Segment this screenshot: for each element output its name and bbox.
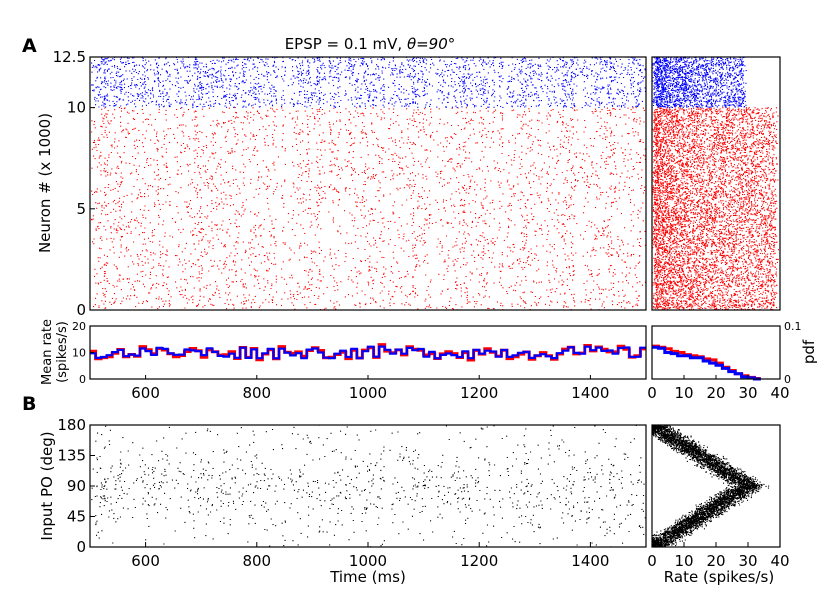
mean-rate-line-inhibitory <box>90 345 646 360</box>
pdf-xtick-label: 40 <box>770 384 789 402</box>
input-rate-xtick-label: 10 <box>674 552 693 570</box>
neuron-raster-plot <box>91 56 646 311</box>
pdf-line-inhibitory <box>652 345 761 381</box>
input-raster-plot <box>91 424 646 548</box>
mean-rate-xtick-label: 800 <box>242 384 271 402</box>
mean-rate-xtick-label: 1200 <box>460 384 498 402</box>
input-xtick-label: 800 <box>242 552 271 570</box>
chart-title: EPSP = 0.1 mV, θ=90° <box>285 35 456 53</box>
neuron-ytick-label: 5 <box>76 200 86 218</box>
neuron-ytick-label: 0 <box>76 301 86 319</box>
spikes-inhibitory <box>91 56 646 109</box>
input-ytick-label: 135 <box>57 447 86 465</box>
input-xtick-label: 1400 <box>571 552 609 570</box>
input-spikes <box>91 424 646 548</box>
spikes-excitatory <box>91 107 646 311</box>
input-xtick-label: 1200 <box>460 552 498 570</box>
pdf-ytick-label: 0.1 <box>784 320 802 333</box>
pdf-xtick-label: 20 <box>706 384 725 402</box>
rate-points-inhibitory <box>652 56 747 109</box>
pdf-y-axis-label: pdf <box>800 339 818 364</box>
neuron-ytick-label: 10 <box>67 99 86 117</box>
input-rate-xtick-label: 40 <box>770 552 789 570</box>
time-x-axis-label: Time (ms) <box>329 568 406 586</box>
input-xtick-label: 600 <box>131 552 160 570</box>
input-ytick-label: 180 <box>57 416 86 434</box>
neuron-rate-frame <box>651 56 781 311</box>
rate-x-axis-label: Rate (spikes/s) <box>664 568 774 586</box>
neuron-ytick-label: 12.5 <box>53 48 86 66</box>
input-rate-points <box>652 424 770 548</box>
panel-a-letter: A <box>22 35 37 57</box>
rate-points-excitatory <box>652 107 779 311</box>
pdf-xtick-label: 0 <box>647 384 657 402</box>
input-ytick-label: 90 <box>67 477 86 495</box>
input-ytick-label: 0 <box>76 538 86 556</box>
mean-rate-ytick-label: 10 <box>72 347 86 360</box>
rate-pdf-plot <box>652 344 761 381</box>
input-rate-xtick-label: 0 <box>647 552 657 570</box>
input-ytick-label: 45 <box>67 508 86 526</box>
pdf-xtick-label: 30 <box>738 384 757 402</box>
mean-rate-xtick-label: 1400 <box>571 384 609 402</box>
input-rate-xtick-label: 20 <box>706 552 725 570</box>
neuron-rate-scatter <box>652 56 779 311</box>
pdf-xtick-label: 10 <box>674 384 693 402</box>
mean-rate-xtick-label: 600 <box>131 384 160 402</box>
neuron-raster-frame <box>89 56 647 311</box>
input-xtick-label: 1000 <box>349 552 387 570</box>
pdf-ytick-label: 0 <box>784 373 791 386</box>
mean-rate-ytick-label: 20 <box>72 320 86 333</box>
mean-rate-ytick-label: 0 <box>79 373 86 386</box>
input-y-axis-label: Input PO (deg) <box>38 431 56 540</box>
mean-rate-xtick-label: 1000 <box>349 384 387 402</box>
title-math: θ=90° <box>407 35 455 53</box>
input-raster-frame <box>89 424 647 548</box>
mean-rate-y-label-line2: (spikes/s) <box>55 321 70 383</box>
panel-b-letter: B <box>22 393 36 415</box>
title-text: EPSP = 0.1 mV, <box>285 35 407 53</box>
mean-rate-plot <box>90 343 646 362</box>
mean-rate-y-label-line1: Mean rate <box>40 319 55 385</box>
input-rate-xtick-label: 30 <box>738 552 757 570</box>
neuron-y-axis-label: Neuron # (x 1000) <box>36 113 54 253</box>
input-rate-scatter <box>652 424 770 548</box>
